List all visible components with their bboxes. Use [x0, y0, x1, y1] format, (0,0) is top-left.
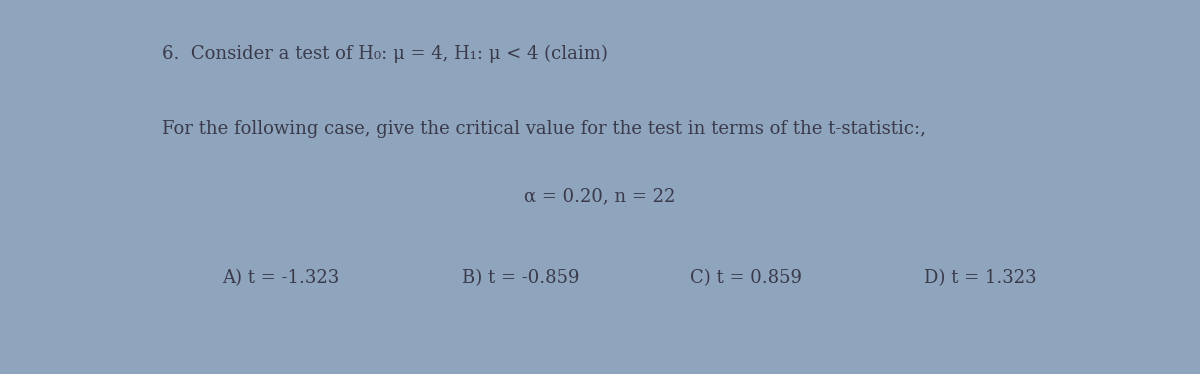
Text: For the following case, give the critical value for the test in terms of the t-s: For the following case, give the critica…	[162, 120, 926, 138]
Text: α = 0.20, n = 22: α = 0.20, n = 22	[524, 187, 676, 205]
Text: C) t = 0.859: C) t = 0.859	[690, 269, 802, 287]
Text: A) t = -1.323: A) t = -1.323	[222, 269, 340, 287]
Text: 6.  Consider a test of H₀: μ = 4, H₁: μ < 4 (claim): 6. Consider a test of H₀: μ = 4, H₁: μ <…	[162, 45, 608, 63]
Text: B) t = -0.859: B) t = -0.859	[462, 269, 580, 287]
Text: D) t = 1.323: D) t = 1.323	[924, 269, 1037, 287]
